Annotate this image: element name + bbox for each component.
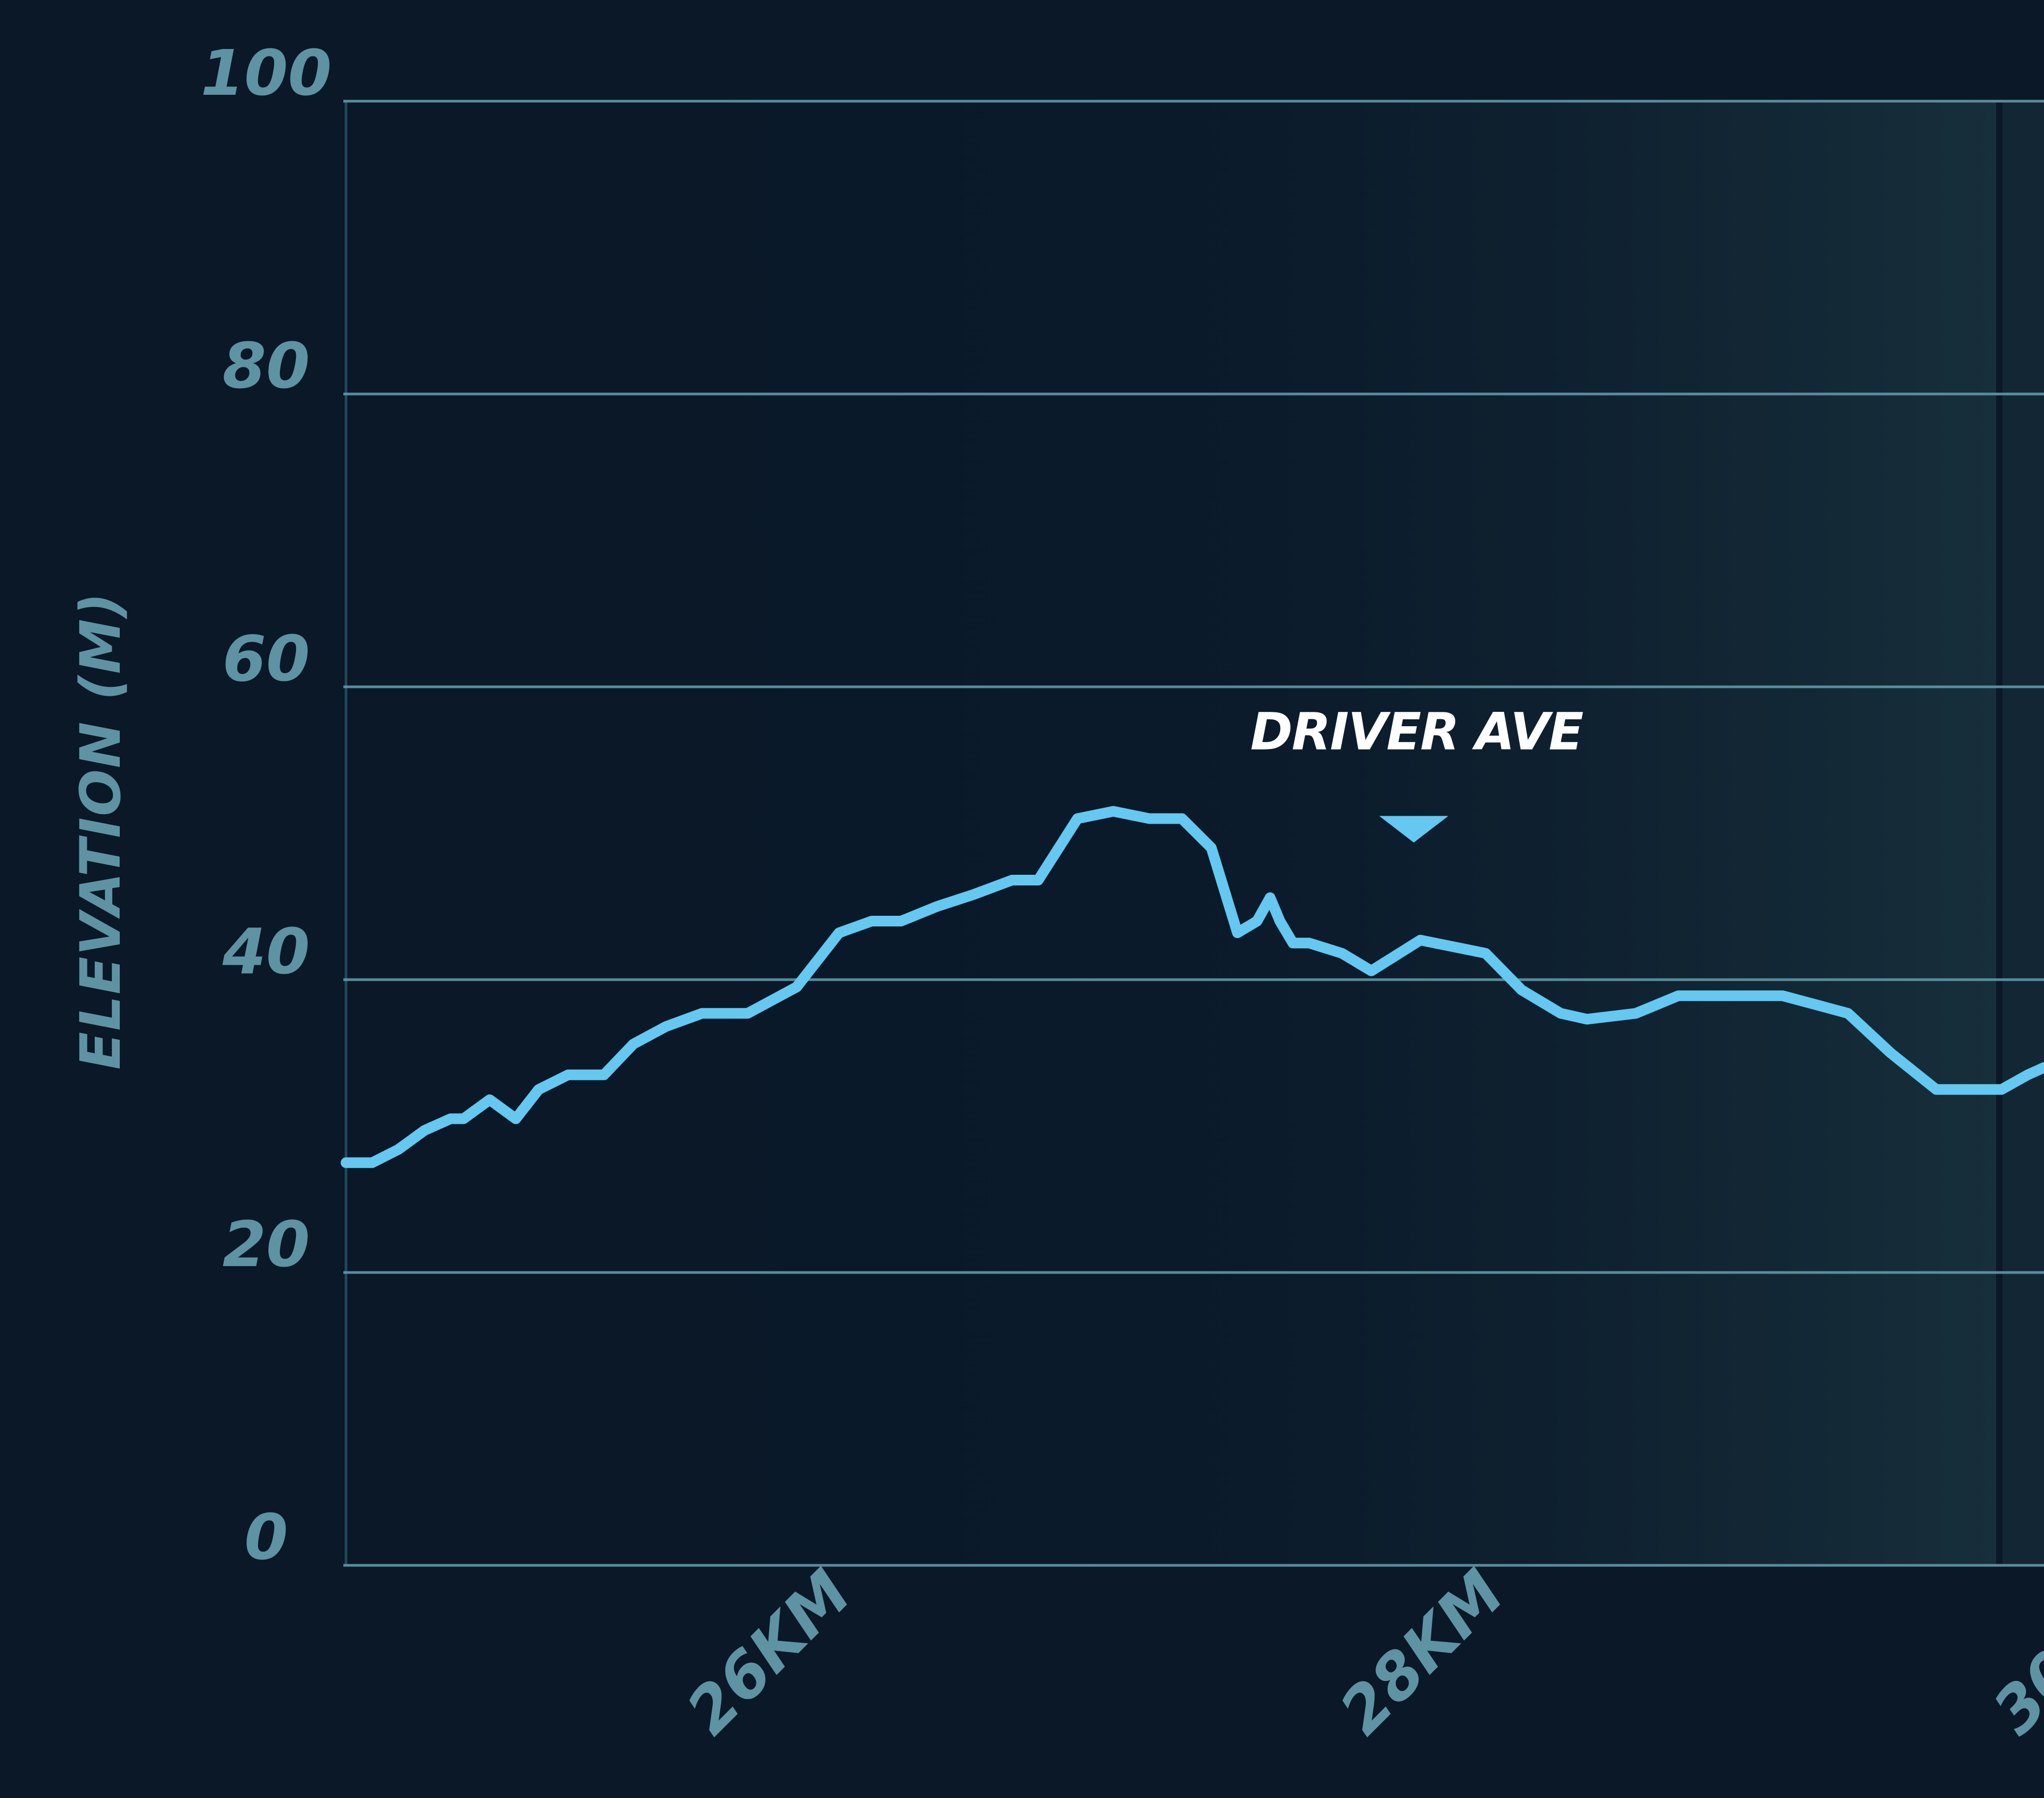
x-tick-label: 28KM — [1325, 1556, 1518, 1748]
annotation-label: DRIVER AVE — [1250, 702, 1584, 762]
series-line-0 — [341, 806, 2044, 1168]
y-tick-label: 100 — [201, 36, 332, 110]
y-tick-label: 20 — [222, 1208, 310, 1281]
plot-right-panel — [2002, 101, 2044, 1565]
x-tick-label: 26KM — [672, 1556, 864, 1748]
y-tick-label: 40 — [222, 915, 310, 988]
x-tick-label: 30KM — [1979, 1556, 2044, 1748]
y-tick-label: 80 — [222, 329, 310, 403]
y-tick-label: 60 — [222, 622, 310, 695]
annotations: DRIVER AVE — [1250, 702, 1585, 843]
y-axis-ticks: 0 20 40 60 80 100 — [201, 36, 332, 1574]
annotation-marker-icon — [1379, 816, 1449, 843]
plot-area-shading — [346, 101, 1996, 1565]
y-axis-title: ELEVATION (M) — [68, 592, 133, 1070]
x-axis-ticks: 26KM 28KM 30KM — [672, 1556, 2044, 1748]
gridlines — [343, 100, 2044, 1567]
series-lines — [341, 806, 2044, 1168]
y-tick-label: 0 — [244, 1500, 288, 1574]
